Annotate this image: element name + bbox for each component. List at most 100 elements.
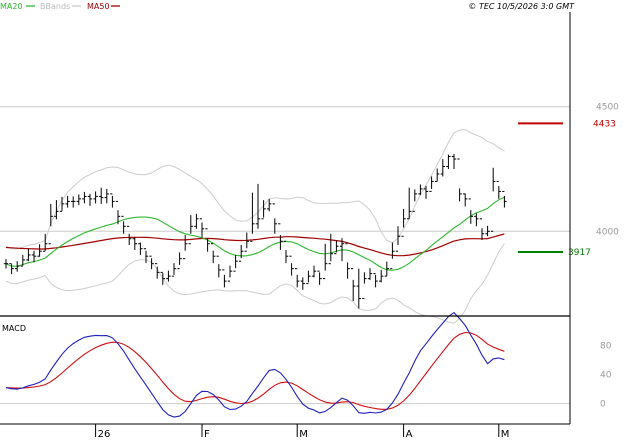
ohlc-bar [71,196,76,208]
price-panel: 4000 4500 4433 3917 [0,103,619,324]
ohlc-bar [418,184,423,196]
ma50-line [5,233,505,257]
ohlc-bar [127,225,132,245]
ohlc-bar [20,254,25,267]
ohlc-bar [239,244,244,262]
x-tick-label: M [501,429,510,440]
bband-lower-line [5,243,505,324]
ohlc-bar [457,158,462,202]
ohlc-bar [395,226,401,252]
ohlc-bar [82,191,87,204]
ohlc-bar [244,232,249,252]
copyright-label: © TEC 10/5/2026 3:0 GMT [468,2,575,11]
ohlc-bar [43,233,48,252]
ohlc-bar [407,187,412,220]
ohlc-bar [435,168,440,182]
macd-line [5,311,505,418]
ohlc-bar [171,263,177,277]
ohlc-bar [412,189,417,212]
ohlc-bar [211,243,216,264]
ohlc-bar [334,240,339,255]
ohlc-bar [485,225,490,237]
ohlc-bar [339,238,345,262]
ohlc-bar [87,193,93,206]
ohlc-bar [295,268,300,288]
ohlc-bar [451,154,457,169]
x-tick-label: F [204,429,210,440]
ohlc-bar [26,248,31,262]
ohlc-bar [496,180,501,199]
ohlc-bar [65,195,70,208]
ohlc-bar [194,213,199,229]
ohlc-bar [283,240,289,264]
ohlc-bar [3,259,9,269]
ohlc-bar [15,261,20,272]
x-tick-label: A [406,429,413,440]
x-axis: 26 F M A M [95,424,510,440]
ohlc-bar [188,215,193,245]
ohlc-bar [317,270,322,285]
ohlc-bar [222,269,227,288]
ohlc-bar [289,255,294,276]
legend-bbands-label: BBands [40,2,70,11]
macd-tick-label: 80 [600,341,612,351]
macd-signal-line [5,331,505,410]
ohlc-bar [429,176,434,192]
macd-panel: 0 40 80 [0,311,612,418]
ohlc-bar [373,273,378,288]
ohlc-bar [502,190,507,208]
legend-ma20: MA20 [0,2,35,11]
x-tick-label: M [299,429,308,440]
ohlc-bar [76,194,81,206]
ohlc-bar [59,196,65,212]
ohlc-bar [300,277,305,290]
legend-ma50: MA50 [87,2,120,11]
ohlc-bar [491,167,496,232]
resistance-label: 4433 [593,119,616,129]
ohlc-bar [255,183,261,229]
legend-ma20-label: MA20 [0,2,23,11]
ohlc-bar [311,265,317,278]
ma20-line [5,196,505,271]
macd-tick-label: 40 [600,371,612,381]
ohlc-bar [115,200,121,225]
x-tick-label: 26 [98,429,111,440]
ohlc-bar [155,263,160,279]
ohlc-bar [440,159,445,177]
support-label: 3917 [568,248,591,258]
ohlc-bar [367,268,373,280]
ohlc-bar [278,223,283,250]
ohlc-bar [99,187,104,204]
ohlc-bar [479,218,485,240]
ohlc-bar [351,268,356,302]
macd-tick-label: 0 [600,400,606,410]
price-tick-label: 4000 [596,227,619,237]
ohlc-bar [233,254,238,272]
price-tick-label: 4500 [596,103,619,113]
ohlc-bar [160,271,165,285]
ohlc-bar [199,218,205,238]
ohlc-bar [54,200,59,220]
ohlc-bar [267,198,272,212]
ohlc-bar [356,268,361,309]
ohlc-bar [183,235,188,260]
ohlc-bar [390,242,395,270]
ohlc-bar [345,243,350,279]
ohlc-bar [272,203,277,234]
ohlc-bar [379,269,384,283]
ohlc-bar [9,263,14,275]
ohlc-bar [227,265,233,282]
ohlc-bar [132,237,137,250]
ohlc-bar [177,252,182,270]
ohlc-bar [48,203,53,245]
ohlc-bar [93,191,98,204]
ohlc-bar [143,248,149,264]
ohlc-bar [205,228,210,252]
ohlc-bar [423,185,429,199]
ohlc-bar [149,255,154,270]
ohlc-bar [306,270,311,285]
bband-upper-line [5,128,505,250]
ohlc-bar [384,261,389,277]
ohlc-bar [323,243,328,280]
ohlc-bar [121,215,126,234]
